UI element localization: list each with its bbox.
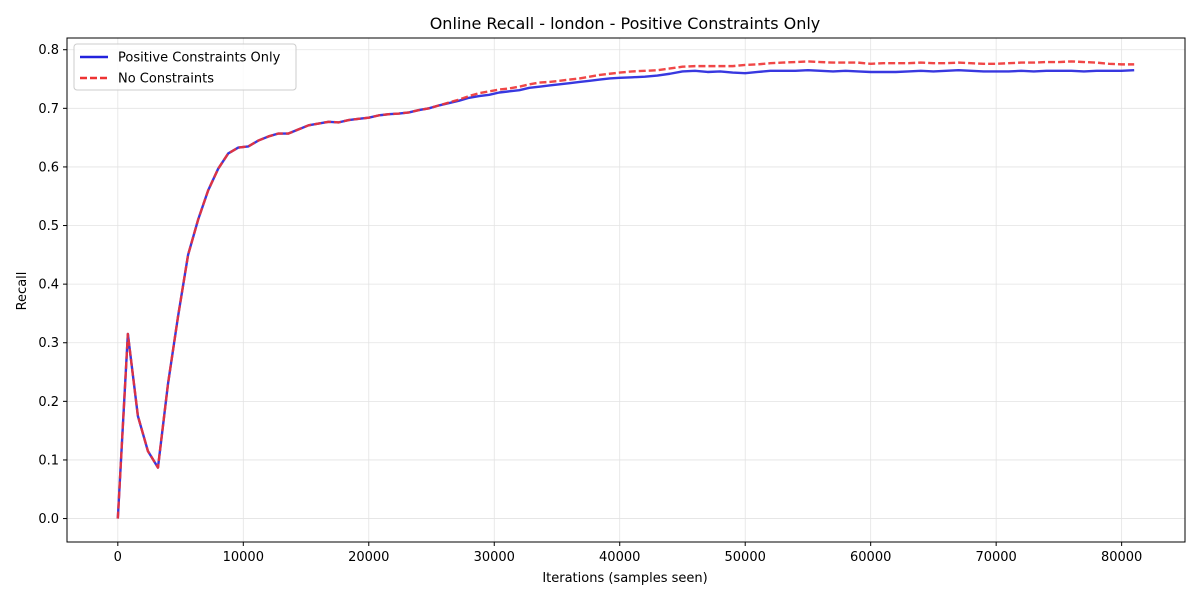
x-tick-label: 10000: [223, 550, 264, 565]
x-tick-label: 40000: [599, 550, 640, 565]
x-tick-label: 20000: [348, 550, 389, 565]
y-tick-label: 0.2: [38, 395, 59, 410]
x-tick-label: 60000: [850, 550, 891, 565]
y-tick-label: 0.7: [38, 102, 59, 117]
series-lines: [116, 60, 1135, 519]
y-tick-label: 0.5: [38, 219, 59, 234]
x-axis-ticks: 0 10000 20000 30000 40000 50000 60000 70000 8000…: [114, 542, 1142, 565]
y-tick-label: 0.8: [38, 43, 59, 58]
chart-title: Online Recall - london - Positive Constr…: [430, 14, 821, 33]
x-tick-label: 0: [114, 550, 122, 565]
y-axis-ticks: 0.0 0.1 0.2 0.3 0.4 0.5 0.6 0.7 0.8: [38, 43, 67, 527]
y-axis-label: Recall: [15, 272, 30, 311]
y-tick-label: 0.3: [38, 336, 59, 351]
legend: Positive Constraints Only No Constraints: [73, 43, 297, 91]
x-tick-label: 70000: [975, 550, 1016, 565]
y-tick-label: 0.0: [38, 512, 59, 527]
x-tick-label: 50000: [725, 550, 766, 565]
x-axis-label: Iterations (samples seen): [542, 571, 707, 586]
legend-box: [73, 43, 297, 91]
x-tick-label: 30000: [474, 550, 515, 565]
series-line-no-constraints: [116, 60, 1135, 519]
y-tick-label: 0.6: [38, 160, 59, 175]
grid: [67, 38, 1185, 542]
legend-label: Positive Constraints Only: [118, 51, 281, 66]
legend-label: No Constraints: [118, 72, 214, 87]
plot-frame: [66, 37, 1186, 543]
y-tick-label: 0.1: [38, 453, 59, 468]
x-tick-label: 80000: [1101, 550, 1142, 565]
y-tick-label: 0.4: [38, 278, 59, 293]
